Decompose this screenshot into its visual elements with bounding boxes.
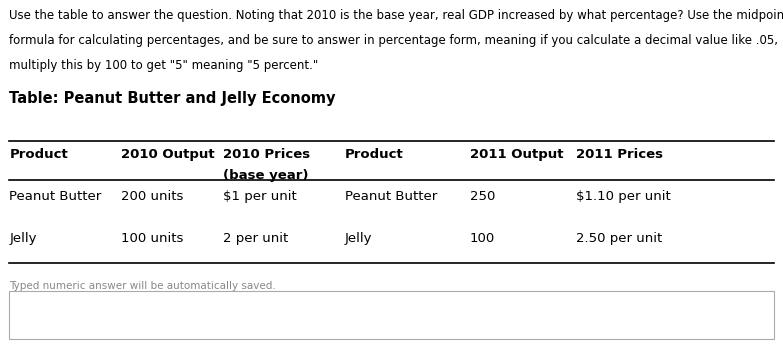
Text: Typed numeric answer will be automatically saved.: Typed numeric answer will be automatical…	[9, 281, 276, 291]
Text: 100: 100	[470, 232, 495, 245]
Text: 2011 Prices: 2011 Prices	[576, 148, 662, 161]
Text: Jelly: Jelly	[345, 232, 372, 245]
Text: (base year): (base year)	[223, 169, 309, 182]
Bar	[9, 291, 774, 339]
Text: Jelly: Jelly	[9, 232, 37, 245]
Text: Product: Product	[9, 148, 68, 161]
Text: 2.50 per unit: 2.50 per unit	[576, 232, 662, 245]
Text: Peanut Butter: Peanut Butter	[9, 190, 102, 203]
Text: 200 units: 200 units	[121, 190, 184, 203]
Text: Table: Peanut Butter and Jelly Economy: Table: Peanut Butter and Jelly Economy	[9, 91, 336, 106]
Text: Use the table to answer the question. Noting that 2010 is the base year, real GD: Use the table to answer the question. No…	[9, 9, 783, 22]
Text: 100 units: 100 units	[121, 232, 184, 245]
Text: $1.10 per unit: $1.10 per unit	[576, 190, 670, 203]
Text: 250: 250	[470, 190, 495, 203]
Text: formula for calculating percentages, and be sure to answer in percentage form, m: formula for calculating percentages, and…	[9, 34, 778, 47]
Text: 2011 Output: 2011 Output	[470, 148, 563, 161]
Text: $1 per unit: $1 per unit	[223, 190, 297, 203]
Text: 2010 Prices: 2010 Prices	[223, 148, 310, 161]
Text: 2010 Output: 2010 Output	[121, 148, 215, 161]
Text: Product: Product	[345, 148, 403, 161]
Text: multiply this by 100 to get "5" meaning "5 percent.": multiply this by 100 to get "5" meaning …	[9, 59, 319, 72]
Text: Peanut Butter: Peanut Butter	[345, 190, 437, 203]
Text: 2 per unit: 2 per unit	[223, 232, 288, 245]
